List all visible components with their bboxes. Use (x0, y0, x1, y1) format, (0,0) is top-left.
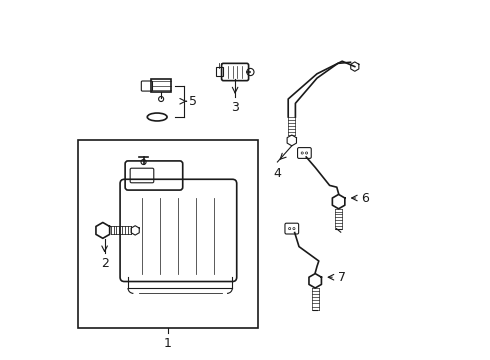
Text: 4: 4 (273, 167, 281, 180)
Text: 7: 7 (338, 271, 345, 284)
Bar (151, 79, 171, 92)
Text: 3: 3 (231, 101, 239, 114)
Text: 6: 6 (361, 192, 369, 204)
Bar (77, 140, 258, 328)
Text: 5: 5 (189, 95, 197, 108)
Text: 1: 1 (164, 337, 171, 350)
Text: 2: 2 (100, 257, 109, 270)
Bar (216, 67, 223, 76)
